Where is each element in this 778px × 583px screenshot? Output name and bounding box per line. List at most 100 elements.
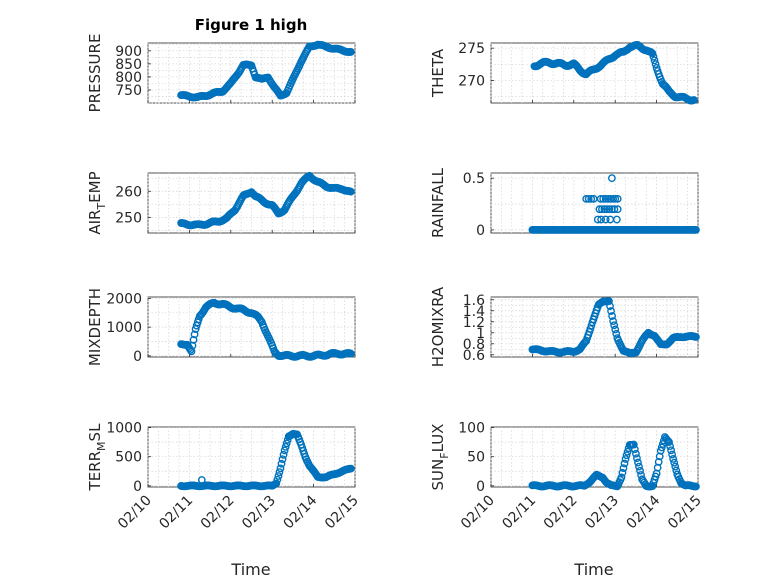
theta-data-point bbox=[651, 60, 660, 68]
h2omixra-ytick-label: 1.6 bbox=[463, 293, 485, 309]
mixdepth-data-point bbox=[190, 330, 199, 339]
rainfall-data-point bbox=[584, 194, 593, 203]
terr_msl-data-point bbox=[272, 479, 281, 488]
mixdepth-ylabel: MIXDEPTH bbox=[86, 288, 104, 366]
sun_flux-data-point bbox=[630, 445, 639, 454]
air_temp-ylabel: AIRTEMP bbox=[86, 171, 108, 234]
rainfall-data-point bbox=[587, 194, 596, 203]
rainfall-axes-box bbox=[490, 172, 699, 234]
terr_msl-ytick-label: 0 bbox=[133, 479, 142, 495]
sun_flux-data-point bbox=[656, 446, 665, 455]
rainfall-data-point bbox=[596, 194, 605, 203]
sun_flux-data-point bbox=[671, 462, 680, 471]
sun_flux-data-point bbox=[655, 452, 664, 461]
sun_flux-data-point bbox=[620, 459, 629, 468]
rainfall-data-point bbox=[595, 205, 604, 214]
sun_flux-data-point bbox=[635, 462, 643, 471]
theta-ytick-label: 270 bbox=[458, 73, 485, 89]
rainfall-data-point bbox=[601, 215, 610, 224]
h2omixra-data-point bbox=[608, 312, 616, 320]
rainfall-data-point bbox=[692, 225, 700, 234]
terr_msl-data-point bbox=[281, 442, 290, 451]
mixdepth-ytick-label: 2000 bbox=[106, 291, 142, 307]
h2omixra-data-point bbox=[610, 321, 619, 330]
figure-title: Figure 1 high bbox=[195, 16, 308, 34]
h2omixra-data-point bbox=[609, 317, 618, 326]
sun_flux-data-point bbox=[667, 446, 675, 455]
mixdepth-data-point bbox=[189, 336, 198, 344]
terr_msl-data-point bbox=[276, 464, 285, 473]
h2omixra-ytick-label: 0.8 bbox=[463, 337, 485, 353]
subplot-theta: 270 275 THETA bbox=[429, 41, 699, 105]
theta-data-point bbox=[648, 49, 657, 58]
h2omixra-ylabel: H2OMIXRA bbox=[429, 286, 447, 367]
sun_flux-ylabel: SUNFLUX bbox=[429, 424, 451, 491]
mixdepth-data-point bbox=[256, 316, 265, 325]
sun_flux-data-point bbox=[668, 450, 677, 459]
subplot-rainfall: 0 0.5 RAINFALL bbox=[429, 167, 700, 239]
rainfall-data-point bbox=[611, 194, 620, 203]
sun_flux-data-point bbox=[621, 455, 630, 463]
theta-data-point bbox=[649, 52, 658, 61]
h2omixra-data-point bbox=[605, 297, 613, 306]
sun_flux-data-point bbox=[617, 473, 626, 482]
mixdepth-data-point bbox=[346, 349, 355, 358]
h2omixra-data-point bbox=[692, 333, 700, 341]
pressure-ytick-label: 900 bbox=[115, 44, 142, 60]
theta-data-point bbox=[689, 96, 698, 104]
terr_msl-data-point bbox=[197, 476, 206, 484]
rainfall-data-point bbox=[582, 194, 591, 203]
rainfall-data-point bbox=[597, 215, 606, 224]
terr_msl-data-point bbox=[274, 472, 283, 480]
sun_flux-data-point bbox=[670, 458, 679, 467]
rainfall-data-point bbox=[598, 205, 606, 214]
sun_flux-data-point bbox=[669, 455, 678, 463]
sun_flux-data-point bbox=[665, 438, 673, 446]
rainfall-data-point bbox=[600, 205, 609, 214]
h2omixra-data-point bbox=[607, 307, 615, 315]
air_temp-ytick-label: 260 bbox=[115, 184, 142, 200]
rainfall-data-point bbox=[601, 194, 610, 203]
theta-ylabel: THETA bbox=[429, 48, 447, 98]
air_temp-ytick-label: 250 bbox=[115, 210, 142, 226]
rainfall-data-point bbox=[603, 205, 611, 214]
sun_flux-data-point bbox=[618, 468, 627, 477]
pressure-ytick-label: 800 bbox=[115, 70, 142, 86]
sun_flux-ytick-label: 50 bbox=[467, 450, 485, 466]
h2omixra-ytick-label: 0.6 bbox=[463, 348, 485, 364]
terr_msl-data-point bbox=[278, 455, 287, 464]
air_temp-data-point bbox=[346, 187, 355, 196]
h2omixra-ytick-label: 1.4 bbox=[463, 304, 485, 320]
subplot-air_temp: 250 260 AIRTEMP bbox=[86, 171, 356, 235]
terr_msl-ytick-label: 500 bbox=[115, 450, 142, 466]
pressure-ylabel: PRESSURE bbox=[86, 34, 104, 113]
sun_flux-data-point bbox=[622, 451, 631, 460]
x-axis-label-right: Time bbox=[573, 560, 613, 579]
terr_msl-data-point bbox=[282, 439, 291, 448]
sun_flux-ytick-label: 0 bbox=[476, 479, 485, 495]
terr_msl-data-point bbox=[279, 450, 288, 459]
sun_flux-data-point bbox=[619, 464, 628, 473]
rainfall-data-point bbox=[612, 215, 621, 224]
terr_msl-data-point bbox=[277, 459, 286, 468]
subplot-h2omixra: 0.60.811.21.41.6 H2OMIXRA bbox=[429, 286, 700, 367]
sun_flux-data-point bbox=[636, 466, 644, 475]
sun_flux-data-point bbox=[623, 447, 632, 456]
sun_flux-data-point bbox=[692, 482, 700, 491]
rainfall-data-point bbox=[610, 205, 619, 214]
rainfall-data-point bbox=[605, 205, 614, 214]
terr_msl-data-point bbox=[273, 475, 282, 484]
sun_flux-data-point bbox=[629, 440, 638, 449]
rainfall-data-point bbox=[607, 174, 616, 183]
theta-ytick-label: 275 bbox=[458, 41, 485, 57]
sun_flux-data-point bbox=[666, 442, 674, 451]
h2omixra-data-point bbox=[606, 302, 614, 310]
h2omixra-data-point bbox=[612, 329, 621, 338]
pressure-data-point bbox=[346, 48, 355, 56]
terr_msl-data-point bbox=[346, 464, 355, 473]
rainfall-data-point bbox=[593, 215, 602, 224]
theta-data-point bbox=[650, 56, 659, 65]
